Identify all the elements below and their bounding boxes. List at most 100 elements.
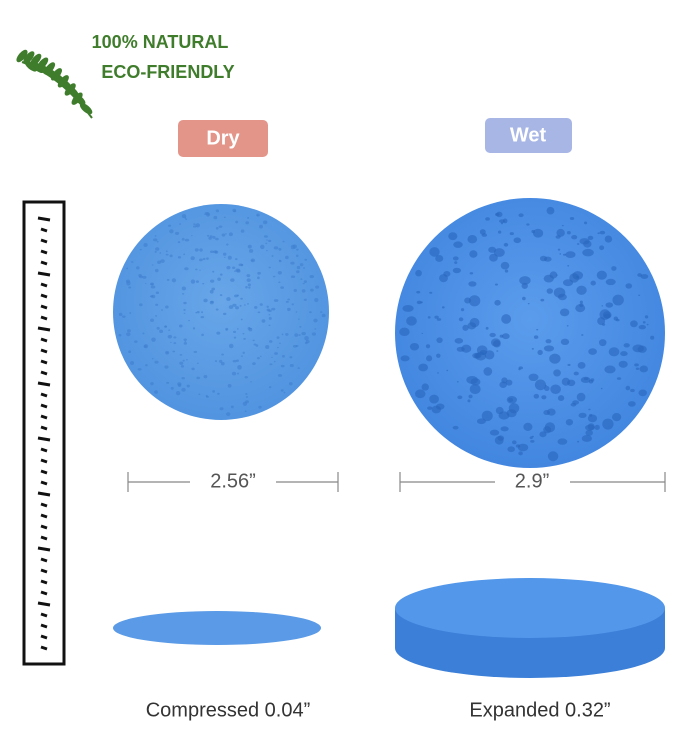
ruler-mark <box>40 524 48 530</box>
pore <box>299 263 304 267</box>
pore <box>198 393 201 395</box>
pore <box>255 344 259 347</box>
ruler-mark <box>37 326 51 332</box>
pore <box>576 243 580 245</box>
pore <box>639 365 649 373</box>
pore <box>254 305 258 309</box>
pore <box>529 436 533 440</box>
pore <box>184 340 187 342</box>
pore <box>183 312 186 314</box>
pore <box>537 349 543 356</box>
pore <box>186 384 190 388</box>
pore <box>585 429 593 436</box>
pore <box>297 367 300 369</box>
pore <box>635 367 640 370</box>
dry-texture <box>118 208 326 417</box>
pore <box>421 332 424 335</box>
pore <box>526 223 530 226</box>
pore <box>154 250 157 253</box>
pore <box>223 216 226 219</box>
pore <box>168 329 171 331</box>
pore <box>599 245 605 251</box>
pore <box>523 422 533 431</box>
ruler-mark <box>40 568 48 574</box>
pore <box>181 214 187 219</box>
pore <box>190 256 195 261</box>
pore <box>296 270 300 274</box>
pore <box>196 376 201 380</box>
pore <box>155 247 160 251</box>
pore <box>183 338 187 341</box>
pore <box>183 309 186 311</box>
pore <box>302 267 305 269</box>
pore <box>546 206 555 215</box>
pore <box>530 440 535 443</box>
pore <box>313 318 318 323</box>
dry-pill <box>178 120 268 157</box>
ruler-mark <box>37 491 51 497</box>
pore <box>164 325 168 328</box>
pore <box>579 303 584 307</box>
pore <box>630 320 638 328</box>
pore <box>309 311 312 314</box>
pore <box>201 311 204 314</box>
pore <box>289 356 293 359</box>
pore <box>608 347 620 357</box>
ruler-mark <box>40 260 48 266</box>
pore <box>215 227 219 230</box>
pore <box>259 355 262 357</box>
pore <box>170 341 172 343</box>
pore <box>143 344 149 349</box>
pore <box>460 308 465 312</box>
pore <box>285 300 289 303</box>
pore <box>454 261 458 264</box>
pore <box>245 393 248 395</box>
pore <box>578 412 587 419</box>
pore <box>269 340 273 343</box>
pore <box>193 223 196 225</box>
pore <box>150 282 155 286</box>
pore <box>590 280 596 286</box>
pore <box>540 298 545 302</box>
pore <box>518 368 521 371</box>
pore <box>315 285 320 289</box>
pore <box>494 436 504 445</box>
pore <box>165 250 168 253</box>
pore <box>151 358 154 360</box>
pore <box>164 365 169 369</box>
pore <box>431 405 442 414</box>
ruler-mark <box>40 414 48 420</box>
pore <box>496 350 499 352</box>
ruler-mark <box>37 381 51 387</box>
pore <box>212 235 216 239</box>
pore <box>533 335 539 339</box>
pore <box>528 373 539 382</box>
pore <box>225 329 228 331</box>
pore <box>247 244 252 249</box>
pore <box>580 376 591 384</box>
pore <box>245 221 250 225</box>
pore <box>421 383 429 391</box>
pore <box>567 264 570 267</box>
pore <box>587 414 598 423</box>
pore <box>199 258 203 262</box>
pore <box>236 359 239 362</box>
ruler-mark <box>40 458 48 464</box>
pore <box>144 282 147 284</box>
pore <box>468 295 481 307</box>
pore <box>517 443 529 452</box>
pore <box>399 327 410 337</box>
pore <box>640 274 649 279</box>
pore <box>427 406 433 410</box>
dry-diameter: 2.56” <box>210 470 256 492</box>
pore <box>171 278 177 283</box>
pore <box>154 235 157 237</box>
pore <box>566 231 571 235</box>
pore <box>239 304 242 307</box>
pore <box>406 316 417 326</box>
pore <box>534 379 547 391</box>
pore <box>190 279 196 284</box>
pore <box>183 341 188 345</box>
pore <box>638 294 641 296</box>
